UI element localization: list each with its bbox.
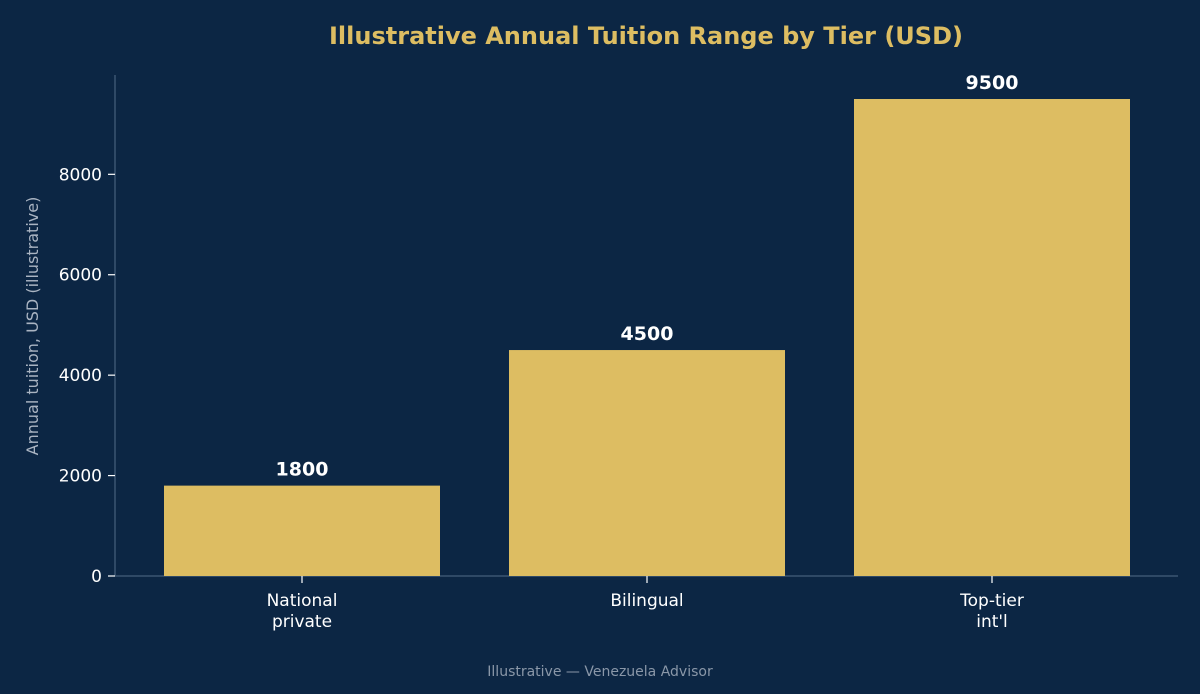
bar <box>509 350 785 576</box>
y-axis-label: Annual tuition, USD (illustrative) <box>23 197 42 456</box>
bar <box>164 485 440 576</box>
footer-note: Illustrative — Venezuela Advisor <box>487 664 713 680</box>
x-tick-label: National private <box>267 591 338 632</box>
bar <box>854 99 1130 576</box>
y-tick-label: 8000 <box>59 165 102 185</box>
value-label: 9500 <box>966 72 1019 94</box>
x-tick-label: Bilingual <box>610 591 683 611</box>
chart-title: Illustrative Annual Tuition Range by Tie… <box>329 22 963 50</box>
value-label: 1800 <box>276 459 329 481</box>
value-label: 4500 <box>621 323 674 345</box>
y-tick-label: 2000 <box>59 467 102 487</box>
y-tick-label: 0 <box>91 567 102 587</box>
x-tick-label: Top-tier int'l <box>959 591 1024 632</box>
plot-area: 0 2000 4000 6000 8000 1800 National private 4500… <box>59 72 1178 632</box>
y-tick-label: 4000 <box>59 366 102 386</box>
y-tick-label: 6000 <box>59 266 102 286</box>
